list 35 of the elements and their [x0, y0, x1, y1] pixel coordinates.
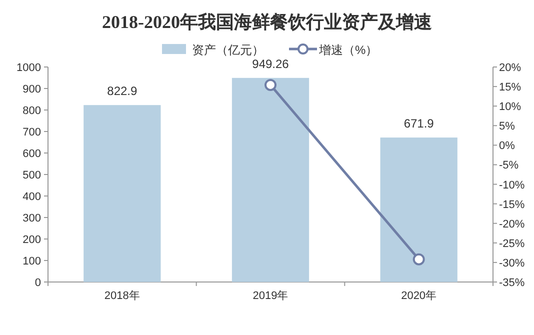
y-tick-label: 100	[22, 256, 41, 268]
y2-tick-label: -10%	[499, 179, 525, 192]
chart-title: 2018-2020年我国海鲜餐饮行业资产及增速	[102, 12, 432, 32]
y2-tick-label: -35%	[499, 277, 525, 289]
bar	[84, 105, 161, 282]
data-label: 671.9	[404, 116, 434, 131]
y-tick-label: 500	[22, 170, 41, 182]
y2-tick-label: -20%	[499, 218, 525, 230]
y-tick-label: 200	[22, 234, 41, 246]
x-tick-label: 2019年	[252, 290, 288, 302]
y2-tick-label: 15%	[499, 82, 522, 94]
y-tick-label: 900	[22, 84, 41, 96]
y2-tick-label: -25%	[499, 238, 525, 250]
x-tick-label: 2018年	[104, 290, 140, 302]
y-tick-label: 800	[22, 105, 41, 117]
y2-tick-label: 20%	[499, 62, 522, 74]
x-tick-label: 2020年	[401, 290, 437, 302]
legend-label: 资产（亿元）	[192, 43, 264, 57]
y-tick-label: 400	[22, 191, 41, 203]
y2-tick-label: -5%	[499, 160, 519, 172]
data-label: 822.9	[107, 84, 138, 98]
data-label: 949.26	[252, 56, 290, 71]
y-tick-label: 700	[22, 126, 41, 138]
y2-tick-label: -30%	[499, 257, 525, 270]
y2-tick-label: -15%	[499, 198, 525, 211]
y2-tick-label: 5%	[499, 120, 516, 133]
y-tick-label: 300	[22, 212, 41, 224]
y2-tick-label: 10%	[499, 101, 522, 114]
legend-label: 增速（%）	[318, 43, 378, 57]
y-tick-label: 0	[34, 277, 41, 289]
y2-tick-label: 0%	[499, 140, 516, 152]
y-tick-label: 1000	[16, 62, 41, 74]
y-tick-label: 600	[22, 148, 41, 160]
bar	[232, 78, 310, 282]
bar	[380, 138, 458, 282]
